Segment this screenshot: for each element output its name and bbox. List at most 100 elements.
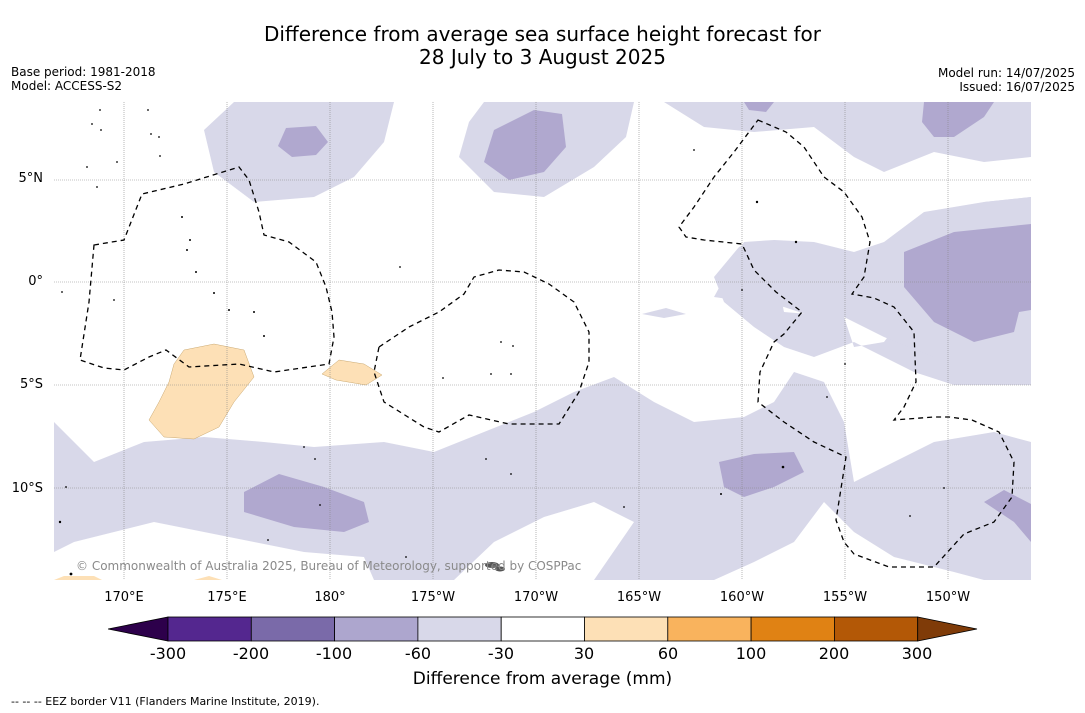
island-dot (399, 266, 401, 268)
anomaly-region-medium-3 (744, 102, 774, 112)
lon-label-175w: 175°W (410, 590, 456, 605)
island-dot (69, 572, 73, 576)
lon-label-155w: 155°W (822, 590, 868, 605)
map-title-line2: 28 July to 3 August 2025 (419, 45, 666, 69)
island-dot (100, 129, 102, 131)
issued-date: Issued: 16/07/2025 (959, 80, 1075, 94)
island-dot (213, 292, 215, 294)
colorbar-title: Difference from average (mm) (412, 669, 673, 689)
base-period: Base period: 1981-2018 (11, 65, 156, 79)
colorbar (108, 616, 978, 642)
island-dot (826, 396, 828, 398)
anomaly-region-medium-4 (922, 102, 994, 137)
island-dot (253, 311, 255, 313)
colorbar-seg-m300-m200 (167, 616, 252, 642)
lon-label-170e: 170°E (104, 590, 144, 605)
island-dot (909, 515, 911, 517)
island-samoa-2 (495, 566, 505, 572)
island-dot (319, 504, 321, 506)
map-title-line1: Difference from average sea surface heig… (263, 22, 822, 46)
island-dot (158, 136, 160, 138)
colorbar-tick-100: 100 (735, 644, 767, 663)
colorbar-tick-300: 300 (901, 644, 933, 663)
island-dot (623, 506, 625, 508)
island-dot (693, 149, 695, 151)
colorbar-tick-m60: -60 (404, 644, 432, 663)
colorbar-tick-m200: -200 (232, 644, 270, 663)
island-dot (91, 123, 93, 125)
colorbar-seg-m100-m60 (334, 616, 419, 642)
anomaly-region-positive-3 (54, 576, 102, 580)
anomaly-region-medium-6 (719, 452, 804, 497)
island-samoa (485, 562, 499, 568)
footnote-eez: -- -- -- EEZ border V11 (Flanders Marine… (11, 695, 320, 708)
lat-label-10s: 10°S (11, 481, 43, 496)
copyright-notice: © Commonwealth of Australia 2025, Bureau… (76, 559, 582, 573)
colorbar-seg-m30-30 (500, 616, 585, 642)
island-dot (186, 249, 188, 251)
island-dot (510, 473, 512, 475)
eez-border-kiribati-gilbert (79, 166, 335, 373)
island-dot (267, 539, 269, 541)
lon-label-150w: 150°W (925, 590, 971, 605)
colorbar-seg-60-100 (667, 616, 752, 642)
colorbar-tick-200: 200 (818, 644, 850, 663)
lon-label-175e: 175°E (207, 590, 247, 605)
anomaly-region-medium-1 (278, 126, 328, 157)
island-dot (943, 487, 945, 489)
lon-label-180: 180° (314, 590, 346, 605)
island-dot (741, 289, 743, 291)
island-dot (189, 239, 191, 241)
eez-border-phoenix (373, 269, 590, 433)
island-dot (116, 161, 118, 163)
island-dot (490, 373, 492, 375)
anomaly-region-medium-7 (244, 474, 369, 532)
colorbar-seg-100-200 (750, 616, 835, 642)
anomaly-band-light (54, 102, 1031, 580)
lat-label-5s: 5°S (19, 377, 43, 392)
island-dot (720, 493, 722, 495)
island-dot (150, 133, 152, 135)
anomaly-region-medium-2 (484, 110, 566, 180)
island-dot (58, 520, 62, 524)
lat-label-5n: 5°N (18, 171, 44, 186)
anomaly-region-positive-2 (321, 359, 383, 386)
colorbar-tick-m300: -300 (149, 644, 187, 663)
island-dot (442, 377, 444, 379)
island-dot (512, 345, 514, 347)
anomaly-region-positive-1 (148, 343, 255, 440)
map-panel (54, 102, 1031, 580)
island-dot (159, 155, 161, 157)
anomaly-region-light-small (642, 308, 686, 318)
island-dot (794, 240, 798, 244)
island-dot (755, 200, 759, 204)
lat-label-0: 0° (28, 274, 43, 289)
model-run: Model run: 14/07/2025 (937, 66, 1075, 80)
island-dot (228, 309, 230, 311)
meta-left: Base period: 1981-2018 Model: ACCESS-S2 (11, 65, 156, 93)
anomaly-region-medium-5 (904, 224, 1031, 342)
colorbar-under-arrow (108, 616, 169, 642)
anomaly-band-medium (244, 102, 1031, 542)
colorbar-over-arrow (917, 616, 978, 642)
island-dot (99, 109, 101, 111)
lon-label-165w: 165°W (616, 590, 662, 605)
meta-right: Model run: 14/07/2025 Issued: 16/07/2025 (938, 66, 1075, 94)
island-dot (485, 458, 487, 460)
island-dot (510, 373, 512, 375)
eez-borders (79, 119, 1015, 568)
colorbar-tick-m100: -100 (315, 644, 353, 663)
eez-border-line-islands (678, 119, 1015, 568)
colorbar-seg-m200-m100 (250, 616, 336, 642)
island-dot (147, 109, 149, 111)
island-dot (113, 299, 115, 301)
colorbar-seg-200-300 (834, 616, 919, 642)
island-dot (314, 458, 316, 460)
anomaly-region-positive-4 (194, 576, 222, 580)
island-dot (303, 446, 305, 448)
colorbar-seg-30-60 (584, 616, 669, 642)
colorbar-tick-60: 60 (657, 644, 679, 663)
colorbar-tick-30: 30 (573, 644, 595, 663)
island-dot (61, 291, 63, 293)
lon-label-160w: 160°W (719, 590, 765, 605)
